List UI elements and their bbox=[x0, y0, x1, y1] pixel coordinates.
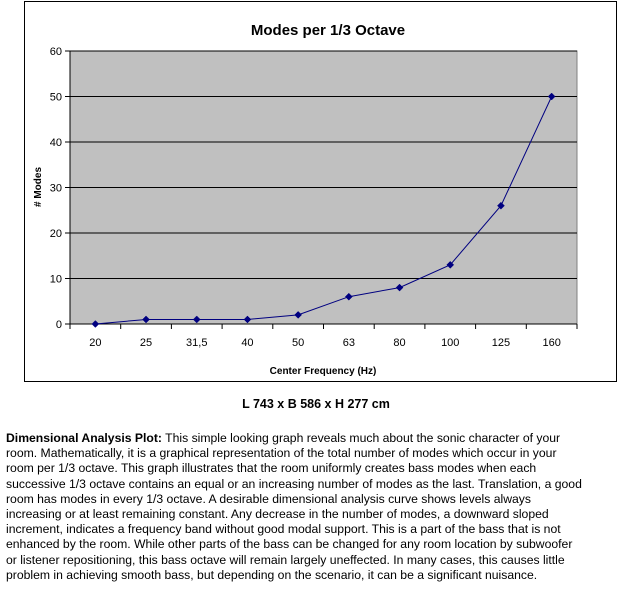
y-tick-label: 0 bbox=[56, 319, 62, 331]
x-tick-label: 160 bbox=[542, 337, 560, 349]
y-tick-label: 50 bbox=[50, 92, 62, 104]
data-point-marker bbox=[294, 311, 303, 319]
y-axis-title: # Modes bbox=[33, 167, 44, 207]
x-tick-label: 63 bbox=[343, 337, 355, 349]
room-dimensions: L 743 x B 586 x H 277 cm bbox=[242, 397, 390, 411]
chart-frame: Modes per 1/3 Octave 0 10 20 30 40 50 60 20 25 3… bbox=[24, 1, 617, 382]
data-point-marker bbox=[192, 315, 201, 324]
description-line: room has modes in every 1/3 octave. A de… bbox=[6, 491, 531, 506]
data-point-marker bbox=[497, 201, 505, 210]
data-point-marker bbox=[547, 92, 556, 101]
description-line: room. Mathematically, it is a graphical … bbox=[6, 446, 557, 461]
description-line: increment, indicates a frequency band wi… bbox=[6, 522, 561, 537]
description-line: increasing or at least remaining constan… bbox=[6, 507, 549, 522]
data-point-marker bbox=[243, 315, 252, 324]
description-line: room per 1/3 octave. This graph illustra… bbox=[6, 461, 537, 476]
x-tick-label: 100 bbox=[441, 337, 459, 349]
data-point-marker bbox=[446, 260, 455, 269]
description-line: problem in achieving smooth bass, but de… bbox=[6, 567, 538, 582]
description-line: enhanced by the room. While other parts … bbox=[6, 537, 573, 552]
x-tick-label: 20 bbox=[89, 337, 101, 349]
data-point-marker bbox=[395, 283, 404, 292]
data-point-marker bbox=[142, 315, 150, 324]
y-tick-label: 20 bbox=[50, 228, 62, 240]
description-line: successive 1/3 octave contains an equal … bbox=[6, 476, 582, 491]
x-axis-title: Center Frequency (Hz) bbox=[270, 366, 377, 377]
x-tick-label: 80 bbox=[393, 337, 405, 349]
y-tick-label: 60 bbox=[50, 46, 62, 58]
description-line: or listener repositioning, this bass oct… bbox=[6, 552, 565, 567]
x-tick-label: 40 bbox=[241, 337, 253, 349]
x-tick-label: 50 bbox=[292, 337, 304, 349]
x-tick-label: 31,5 bbox=[186, 337, 207, 349]
description-lead: Dimensional Analysis Plot: bbox=[6, 431, 162, 445]
y-tick-label: 30 bbox=[50, 183, 62, 195]
data-point-marker bbox=[344, 292, 353, 301]
chart-title: Modes per 1/3 Octave bbox=[251, 22, 405, 39]
mode-chart: Modes per 1/3 Octave 0 10 20 30 40 50 60 20 25 3… bbox=[33, 22, 578, 377]
description-paragraph: Dimensional Analysis Plot: This simple l… bbox=[6, 431, 628, 583]
description-line: This simple looking graph reveals much a… bbox=[162, 431, 561, 445]
x-tick-label: 25 bbox=[140, 337, 152, 349]
data-point-marker bbox=[91, 320, 100, 328]
series-line bbox=[95, 96, 553, 325]
y-tick-label: 40 bbox=[50, 137, 62, 149]
y-tick-label: 10 bbox=[50, 274, 62, 286]
x-tick-label: 125 bbox=[492, 337, 510, 349]
